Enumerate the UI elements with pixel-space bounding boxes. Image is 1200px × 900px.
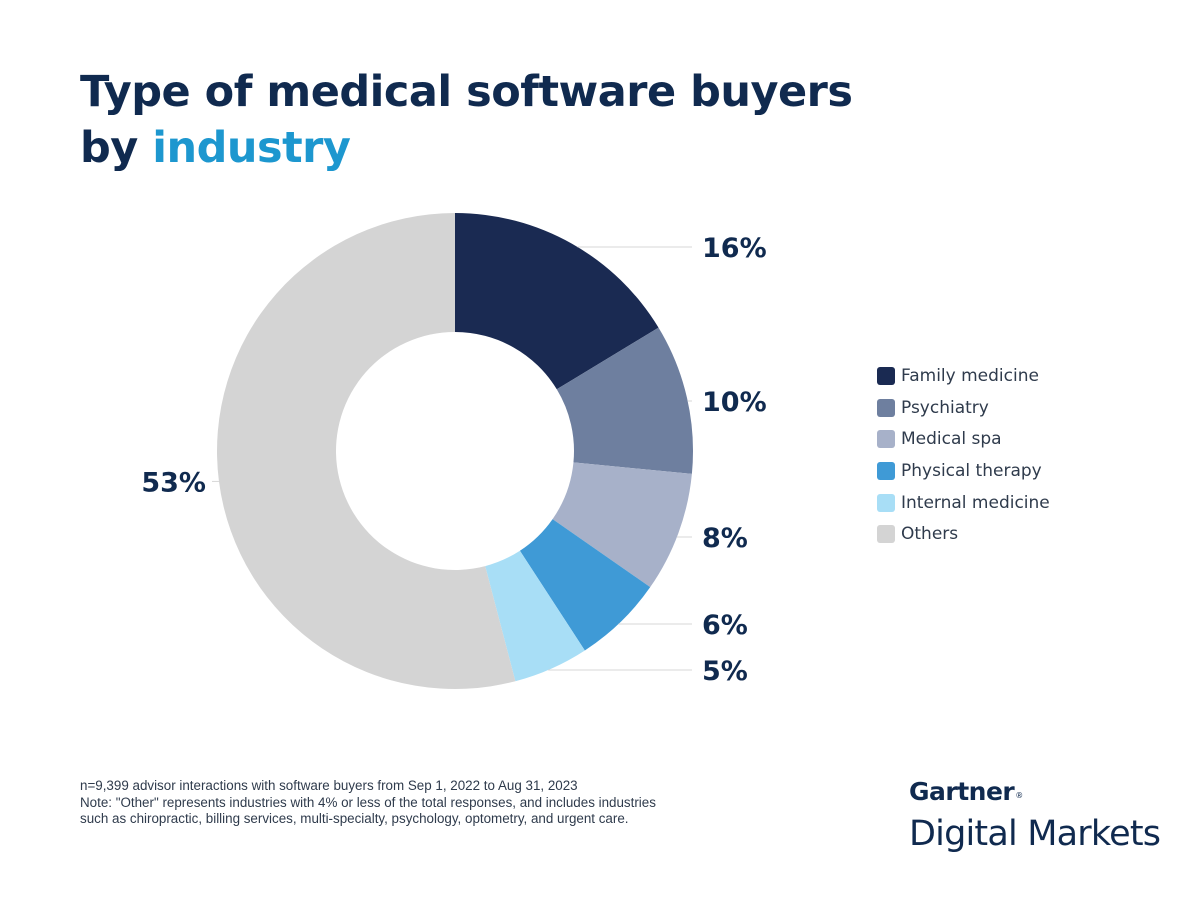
title-prefix: by bbox=[80, 123, 153, 173]
legend-label: Psychiatry bbox=[901, 397, 989, 418]
data-label-family-medicine: 16% bbox=[702, 233, 767, 264]
legend-label: Family medicine bbox=[901, 365, 1039, 386]
slice-medical-spa bbox=[552, 462, 692, 588]
footnote: n=9,399 advisor interactions with softwa… bbox=[80, 778, 680, 828]
footnote-note: Note: "Other" represents industries with… bbox=[80, 794, 656, 827]
data-label-psychiatry: 10% bbox=[702, 387, 767, 418]
legend-item-psychiatry: Psychiatry bbox=[877, 392, 1050, 424]
data-label-medical-spa: 8% bbox=[702, 523, 748, 554]
title-line-1: Type of medical software buyers bbox=[80, 67, 853, 117]
chart-title: Type of medical software buyers by indus… bbox=[80, 64, 853, 176]
footnote-sample: n=9,399 advisor interactions with softwa… bbox=[80, 778, 578, 793]
slice-psychiatry bbox=[556, 327, 693, 474]
logo-digital-markets: Digital Markets bbox=[909, 814, 1161, 854]
legend-swatch bbox=[877, 525, 895, 544]
legend-label: Medical spa bbox=[901, 429, 1002, 450]
data-label-physical-therapy: 6% bbox=[702, 610, 748, 641]
slice-family-medicine bbox=[455, 213, 659, 390]
legend-swatch bbox=[877, 461, 895, 480]
registered-mark: ® bbox=[1015, 791, 1023, 800]
slice-others bbox=[217, 213, 516, 689]
legend-swatch bbox=[877, 398, 895, 417]
legend-swatch bbox=[877, 493, 895, 512]
legend-item-others: Others bbox=[877, 518, 1050, 550]
legend: Family medicine Psychiatry Medical spa Phys… bbox=[877, 360, 1050, 550]
logo-gartner-text: Gartner bbox=[909, 777, 1015, 806]
legend-label: Internal medicine bbox=[901, 492, 1050, 513]
slice-internal-medicine bbox=[485, 550, 585, 682]
gartner-digital-markets-logo: Gartner® Digital Markets bbox=[909, 776, 1161, 856]
legend-item-internal-medicine: Internal medicine bbox=[877, 487, 1050, 519]
title-line-2: by industry bbox=[80, 120, 852, 176]
donut-chart: 16% 10% 8% 6% 5% 53% bbox=[141, 213, 767, 689]
data-label-internal-medicine: 5% bbox=[702, 656, 748, 687]
legend-label: Others bbox=[901, 524, 959, 545]
legend-item-physical-therapy: Physical therapy bbox=[877, 455, 1050, 487]
legend-item-medical-spa: Medical spa bbox=[877, 423, 1050, 455]
slice-physical-therapy bbox=[519, 519, 651, 651]
legend-swatch bbox=[877, 366, 895, 385]
logo-gartner: Gartner® bbox=[909, 776, 1160, 812]
legend-label: Physical therapy bbox=[901, 460, 1042, 481]
data-label-others: 53% bbox=[141, 467, 206, 498]
title-accent: industry bbox=[152, 123, 351, 173]
legend-item-family-medicine: Family medicine bbox=[877, 360, 1050, 392]
legend-swatch bbox=[877, 430, 895, 449]
